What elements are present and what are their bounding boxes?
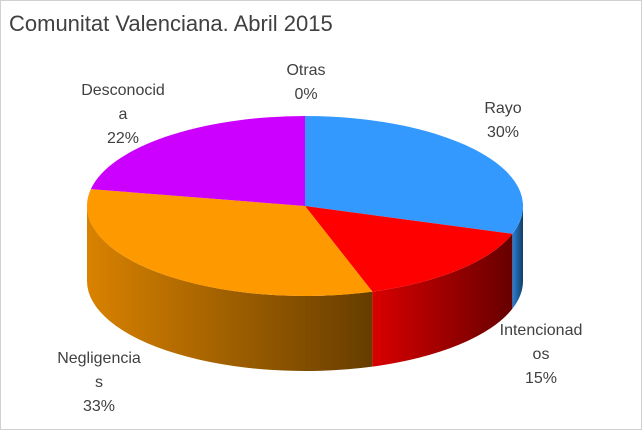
label-value: 30% bbox=[486, 124, 520, 141]
label-name: Intencionados bbox=[499, 322, 583, 363]
data-label: Otras 0% bbox=[262, 59, 350, 107]
label-value: 33% bbox=[82, 398, 116, 415]
chart-title: Comunitat Valenciana. Abril 2015 bbox=[9, 11, 333, 36]
label-name: Desconocida bbox=[81, 82, 165, 123]
data-label: Negligencias 33% bbox=[55, 347, 143, 419]
label-name: Rayo bbox=[484, 100, 522, 117]
slice bbox=[305, 206, 513, 292]
slice-side bbox=[512, 206, 523, 309]
label-value: 22% bbox=[106, 130, 140, 147]
slice-side bbox=[87, 206, 373, 371]
slice-side bbox=[372, 233, 513, 367]
slice bbox=[90, 116, 305, 206]
data-label: Rayo 30% bbox=[459, 97, 547, 145]
data-label: Intencionados 15% bbox=[497, 319, 585, 391]
label-value: 0% bbox=[294, 86, 318, 103]
label-value: 15% bbox=[524, 370, 558, 387]
label-name: Otras bbox=[286, 62, 326, 79]
data-label: Desconocida 22% bbox=[79, 79, 167, 151]
label-name: Negligencias bbox=[57, 350, 141, 391]
slice bbox=[86, 189, 373, 296]
slice bbox=[305, 116, 523, 234]
